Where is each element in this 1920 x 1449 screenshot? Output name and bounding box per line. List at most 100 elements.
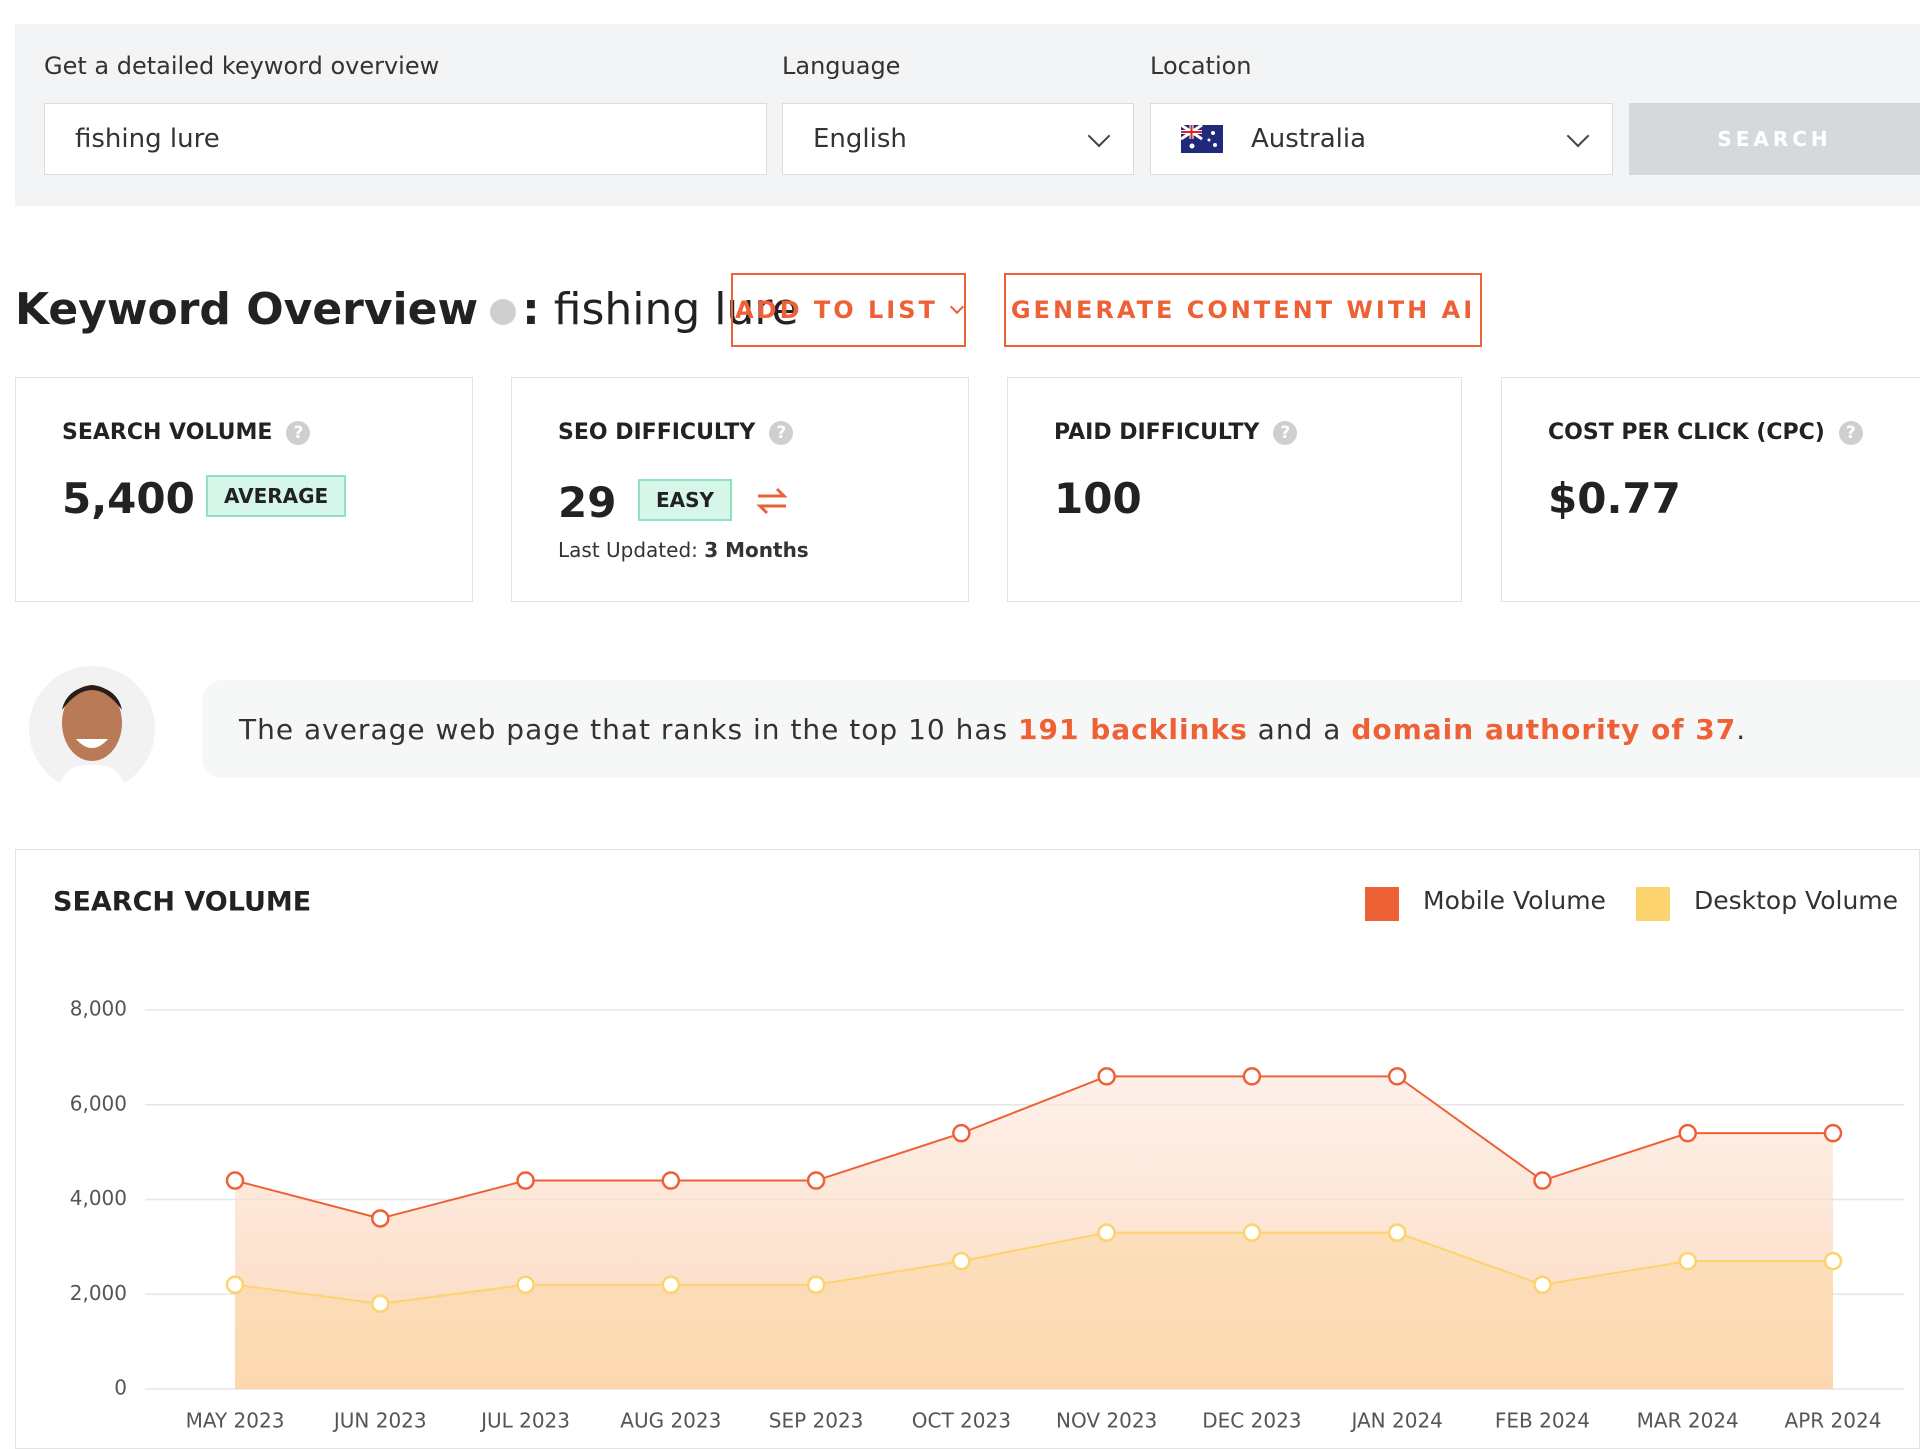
- point: [1242, 1067, 1262, 1086]
- metric-label-text: COST PER CLICK (CPC): [1548, 420, 1825, 445]
- x-tick-label: MAR 2024: [1637, 1409, 1739, 1433]
- point: [1533, 1171, 1552, 1190]
- x-tick-label: DEC 2023: [1202, 1409, 1301, 1433]
- y-tick-label: 2,000: [70, 1281, 127, 1305]
- language-text: English: [813, 124, 907, 154]
- x-tick-label: NOV 2023: [1056, 1409, 1157, 1433]
- insight-text: The average web page that ranks in the t…: [239, 713, 1746, 746]
- metric-card: PAID DIFFICULTY? 100: [1007, 377, 1462, 602]
- y-tick-label: 0: [114, 1376, 127, 1400]
- point: [1242, 1223, 1262, 1242]
- metric-value: 5,400: [62, 474, 195, 523]
- language-select[interactable]: English: [782, 103, 1134, 175]
- point: [371, 1209, 390, 1228]
- point: [1097, 1067, 1116, 1086]
- point: [1678, 1123, 1697, 1143]
- y-tick-label: 4,000: [70, 1186, 127, 1210]
- last-updated: Last Updated: 3 Months: [558, 538, 809, 562]
- insight-part: and a: [1247, 712, 1352, 746]
- metric-label: SEARCH VOLUME?: [62, 420, 311, 445]
- metric-card: SEO DIFFICULTY? 29 EASY Last Updated: 3 …: [511, 377, 969, 602]
- insight-bubble: The average web page that ranks in the t…: [202, 680, 1920, 778]
- metric-label-text: SEO DIFFICULTY: [558, 420, 756, 445]
- point: [516, 1275, 535, 1295]
- metric-label-text: PAID DIFFICULTY: [1054, 420, 1260, 445]
- metric-card: SEARCH VOLUME? 5,400 AVERAGE: [15, 377, 473, 602]
- button-text: ADD TO LIST: [735, 296, 938, 324]
- overview-separator: :: [522, 284, 540, 335]
- legend-swatch: [1636, 887, 1670, 921]
- overview-title: Keyword Overview: [15, 284, 479, 335]
- generate-content-button[interactable]: GENERATE CONTENT WITH AI: [1004, 273, 1482, 347]
- language-label: Language: [782, 52, 901, 80]
- line: [234, 1075, 1833, 1220]
- search-button[interactable]: SEARCH: [1629, 103, 1920, 175]
- point: [225, 1171, 245, 1190]
- insight-part: .: [1736, 712, 1747, 746]
- x-tick-label: FEB 2024: [1495, 1409, 1590, 1433]
- x-tick-label: OCT 2023: [912, 1409, 1011, 1433]
- updated-value: 3 Months: [704, 538, 809, 562]
- line: [234, 1231, 1833, 1305]
- help-icon: ?: [1273, 421, 1298, 445]
- insight-highlight: domain authority of 37: [1351, 712, 1737, 746]
- legend-label: Mobile Volume: [1423, 886, 1606, 915]
- metric-value: 29: [558, 478, 617, 527]
- help-icon: ?: [286, 421, 311, 445]
- y-tick-label: 6,000: [70, 1091, 127, 1115]
- help-icon: [490, 299, 517, 325]
- location-select[interactable]: Australia: [1150, 103, 1613, 175]
- help-icon: ?: [1838, 421, 1863, 445]
- location-label: Location: [1150, 52, 1252, 80]
- y-tick-label: 8,000: [70, 997, 127, 1021]
- point: [1387, 1067, 1407, 1086]
- point: [1678, 1251, 1697, 1271]
- x-tick-label: APR 2024: [1785, 1409, 1882, 1433]
- point: [806, 1275, 826, 1295]
- point: [1097, 1223, 1116, 1242]
- point: [952, 1123, 971, 1143]
- add-to-list-button[interactable]: ADD TO LIST: [731, 273, 966, 347]
- x-tick-label: MAY 2023: [186, 1409, 285, 1433]
- flag-icon: [1181, 125, 1223, 153]
- point: [1533, 1275, 1552, 1295]
- point: [225, 1275, 245, 1295]
- overview-heading: Keyword Overview: fishing lure: [15, 284, 799, 335]
- metric-label: PAID DIFFICULTY?: [1054, 420, 1298, 445]
- area: [235, 1232, 1833, 1389]
- avatar: [29, 666, 155, 793]
- x-tick-label: AUG 2023: [620, 1409, 721, 1433]
- metric-label: SEO DIFFICULTY?: [558, 420, 794, 445]
- point: [1823, 1123, 1843, 1143]
- refresh-icon[interactable]: [752, 483, 792, 519]
- point: [371, 1294, 390, 1313]
- metric-label: COST PER CLICK (CPC)?: [1548, 420, 1863, 445]
- point: [806, 1171, 826, 1190]
- x-tick-label: JAN 2024: [1349, 1409, 1442, 1433]
- legend-swatch: [1365, 887, 1399, 921]
- keyword-input[interactable]: fishing lure: [44, 103, 767, 175]
- point: [1823, 1251, 1843, 1271]
- overview-keyword: fishing lure: [553, 284, 799, 335]
- insight-highlight: 191 backlinks: [1018, 712, 1248, 746]
- keyword-text: fishing lure: [75, 124, 220, 154]
- insight-part: The average web page that ranks in the t…: [239, 712, 1018, 746]
- point: [661, 1171, 681, 1190]
- updated-label: Last Updated:: [558, 538, 698, 562]
- location-text: Australia: [1251, 124, 1367, 154]
- x-tick-label: JUL 2023: [479, 1409, 570, 1433]
- metric-card: COST PER CLICK (CPC)? $0.77: [1501, 377, 1920, 602]
- prompt-label: Get a detailed keyword overview: [44, 52, 440, 80]
- x-tick-label: SEP 2023: [769, 1409, 864, 1433]
- point: [1387, 1223, 1407, 1242]
- metric-badge: AVERAGE: [206, 475, 347, 517]
- x-tick-label: JUN 2023: [332, 1409, 427, 1433]
- chart-title: SEARCH VOLUME: [53, 887, 311, 918]
- metric-value: 100: [1054, 474, 1142, 523]
- metric-badge: EASY: [638, 479, 733, 521]
- point: [516, 1171, 535, 1190]
- point: [952, 1251, 971, 1271]
- point: [661, 1275, 681, 1295]
- metric-label-text: SEARCH VOLUME: [62, 420, 273, 445]
